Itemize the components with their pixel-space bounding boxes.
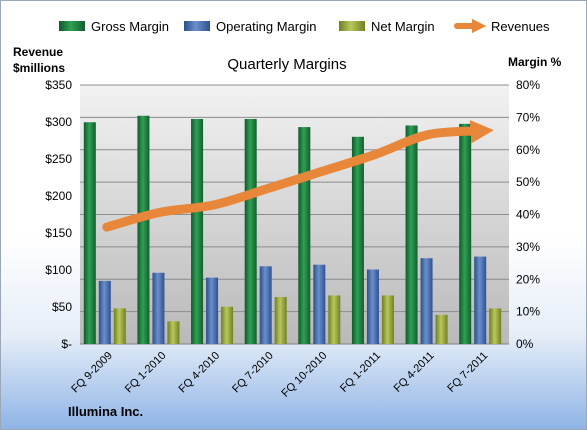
bar-net-margin bbox=[221, 306, 234, 344]
bar-operating-margin bbox=[152, 272, 165, 344]
bar-operating-margin bbox=[366, 269, 379, 344]
bar-net-margin bbox=[113, 308, 126, 344]
bar-net-margin bbox=[381, 295, 394, 344]
right-axis-ticks: 0% 10% 20% 30% 40% 50% 60% 70% 80% bbox=[516, 78, 540, 351]
x-tick-label: FQ 10-2010 bbox=[279, 350, 329, 400]
revenues-line bbox=[102, 120, 494, 232]
x-tick-label: FQ 9-2009 bbox=[69, 350, 115, 396]
right-tick-label: 20% bbox=[516, 272, 540, 286]
left-tick-label: $100 bbox=[45, 263, 72, 277]
bar-operating-margin bbox=[313, 264, 326, 344]
x-tick-label: FQ 4-2010 bbox=[177, 350, 223, 396]
company-name: Illumina Inc. bbox=[68, 404, 143, 419]
bar-gross-margin bbox=[83, 122, 96, 344]
chart-title: Quarterly Margins bbox=[227, 56, 346, 73]
bar-gross-margin bbox=[405, 125, 418, 344]
left-tick-label: $350 bbox=[45, 78, 72, 92]
legend-label-operating-margin: Operating Margin bbox=[216, 19, 316, 34]
x-axis-ticks: FQ 9-2009 FQ 1-2010 FQ 4-2010 FQ 7-2010 FQ 1… bbox=[69, 350, 490, 400]
bar-gross-margin bbox=[459, 123, 472, 344]
left-axis-label-line2: $millions bbox=[13, 61, 65, 75]
right-tick-label: 10% bbox=[516, 305, 540, 319]
bar-operating-margin bbox=[474, 256, 487, 344]
x-tick-label: FQ 7-2010 bbox=[230, 350, 276, 396]
bar-gross-margin bbox=[191, 118, 204, 345]
bar-operating-margin bbox=[98, 280, 111, 344]
bar-net-margin bbox=[274, 297, 287, 344]
legend-label-net-margin: Net Margin bbox=[371, 19, 435, 34]
bar-operating-margin bbox=[206, 277, 219, 344]
right-tick-label: 30% bbox=[516, 240, 540, 254]
bar-net-margin bbox=[167, 321, 180, 344]
legend-label-gross-margin: Gross Margin bbox=[91, 19, 169, 34]
left-tick-label: $300 bbox=[45, 115, 72, 129]
bar-operating-margin bbox=[259, 266, 272, 344]
legend-swatch-gross-margin bbox=[59, 21, 85, 31]
right-axis-label: Margin % bbox=[508, 55, 562, 69]
right-tick-label: 80% bbox=[516, 78, 540, 92]
legend-label-revenues: Revenues bbox=[491, 19, 550, 34]
left-tick-label: $200 bbox=[45, 189, 72, 203]
bar-gross-margin bbox=[137, 115, 150, 344]
bar-operating-margin bbox=[420, 258, 433, 344]
x-tick-label: FQ 1-2010 bbox=[123, 350, 169, 396]
bar-net-margin bbox=[328, 295, 341, 344]
right-tick-label: 40% bbox=[516, 208, 540, 222]
right-tick-label: 50% bbox=[516, 175, 540, 189]
bars bbox=[83, 115, 502, 345]
left-axis-label-line1: Revenue bbox=[13, 45, 63, 59]
right-tick-label: 0% bbox=[516, 337, 534, 351]
left-tick-label: $150 bbox=[45, 226, 72, 240]
left-tick-label: $50 bbox=[52, 300, 72, 314]
bar-gross-margin bbox=[351, 136, 364, 344]
bar-net-margin bbox=[489, 308, 502, 344]
x-tick-label: FQ 7-2011 bbox=[445, 350, 490, 395]
x-tick-label: FQ 4-2011 bbox=[392, 350, 437, 395]
legend-swatch-net-margin bbox=[339, 21, 365, 31]
bar-gross-margin bbox=[298, 127, 311, 345]
x-tick-label: FQ 1-2011 bbox=[338, 350, 383, 395]
bar-gross-margin bbox=[244, 118, 257, 345]
legend-swatch-operating-margin bbox=[184, 21, 210, 31]
left-tick-label: $- bbox=[61, 337, 72, 351]
right-tick-label: 60% bbox=[516, 143, 540, 157]
legend: Gross Margin Operating Margin Net Margin… bbox=[59, 18, 550, 34]
left-axis-ticks: $- $50 $100 $150 $200 $250 $300 $350 bbox=[45, 78, 72, 351]
revenue-line bbox=[102, 120, 494, 232]
right-tick-label: 70% bbox=[516, 110, 540, 124]
bar-net-margin bbox=[435, 314, 448, 344]
left-tick-label: $250 bbox=[45, 152, 72, 166]
